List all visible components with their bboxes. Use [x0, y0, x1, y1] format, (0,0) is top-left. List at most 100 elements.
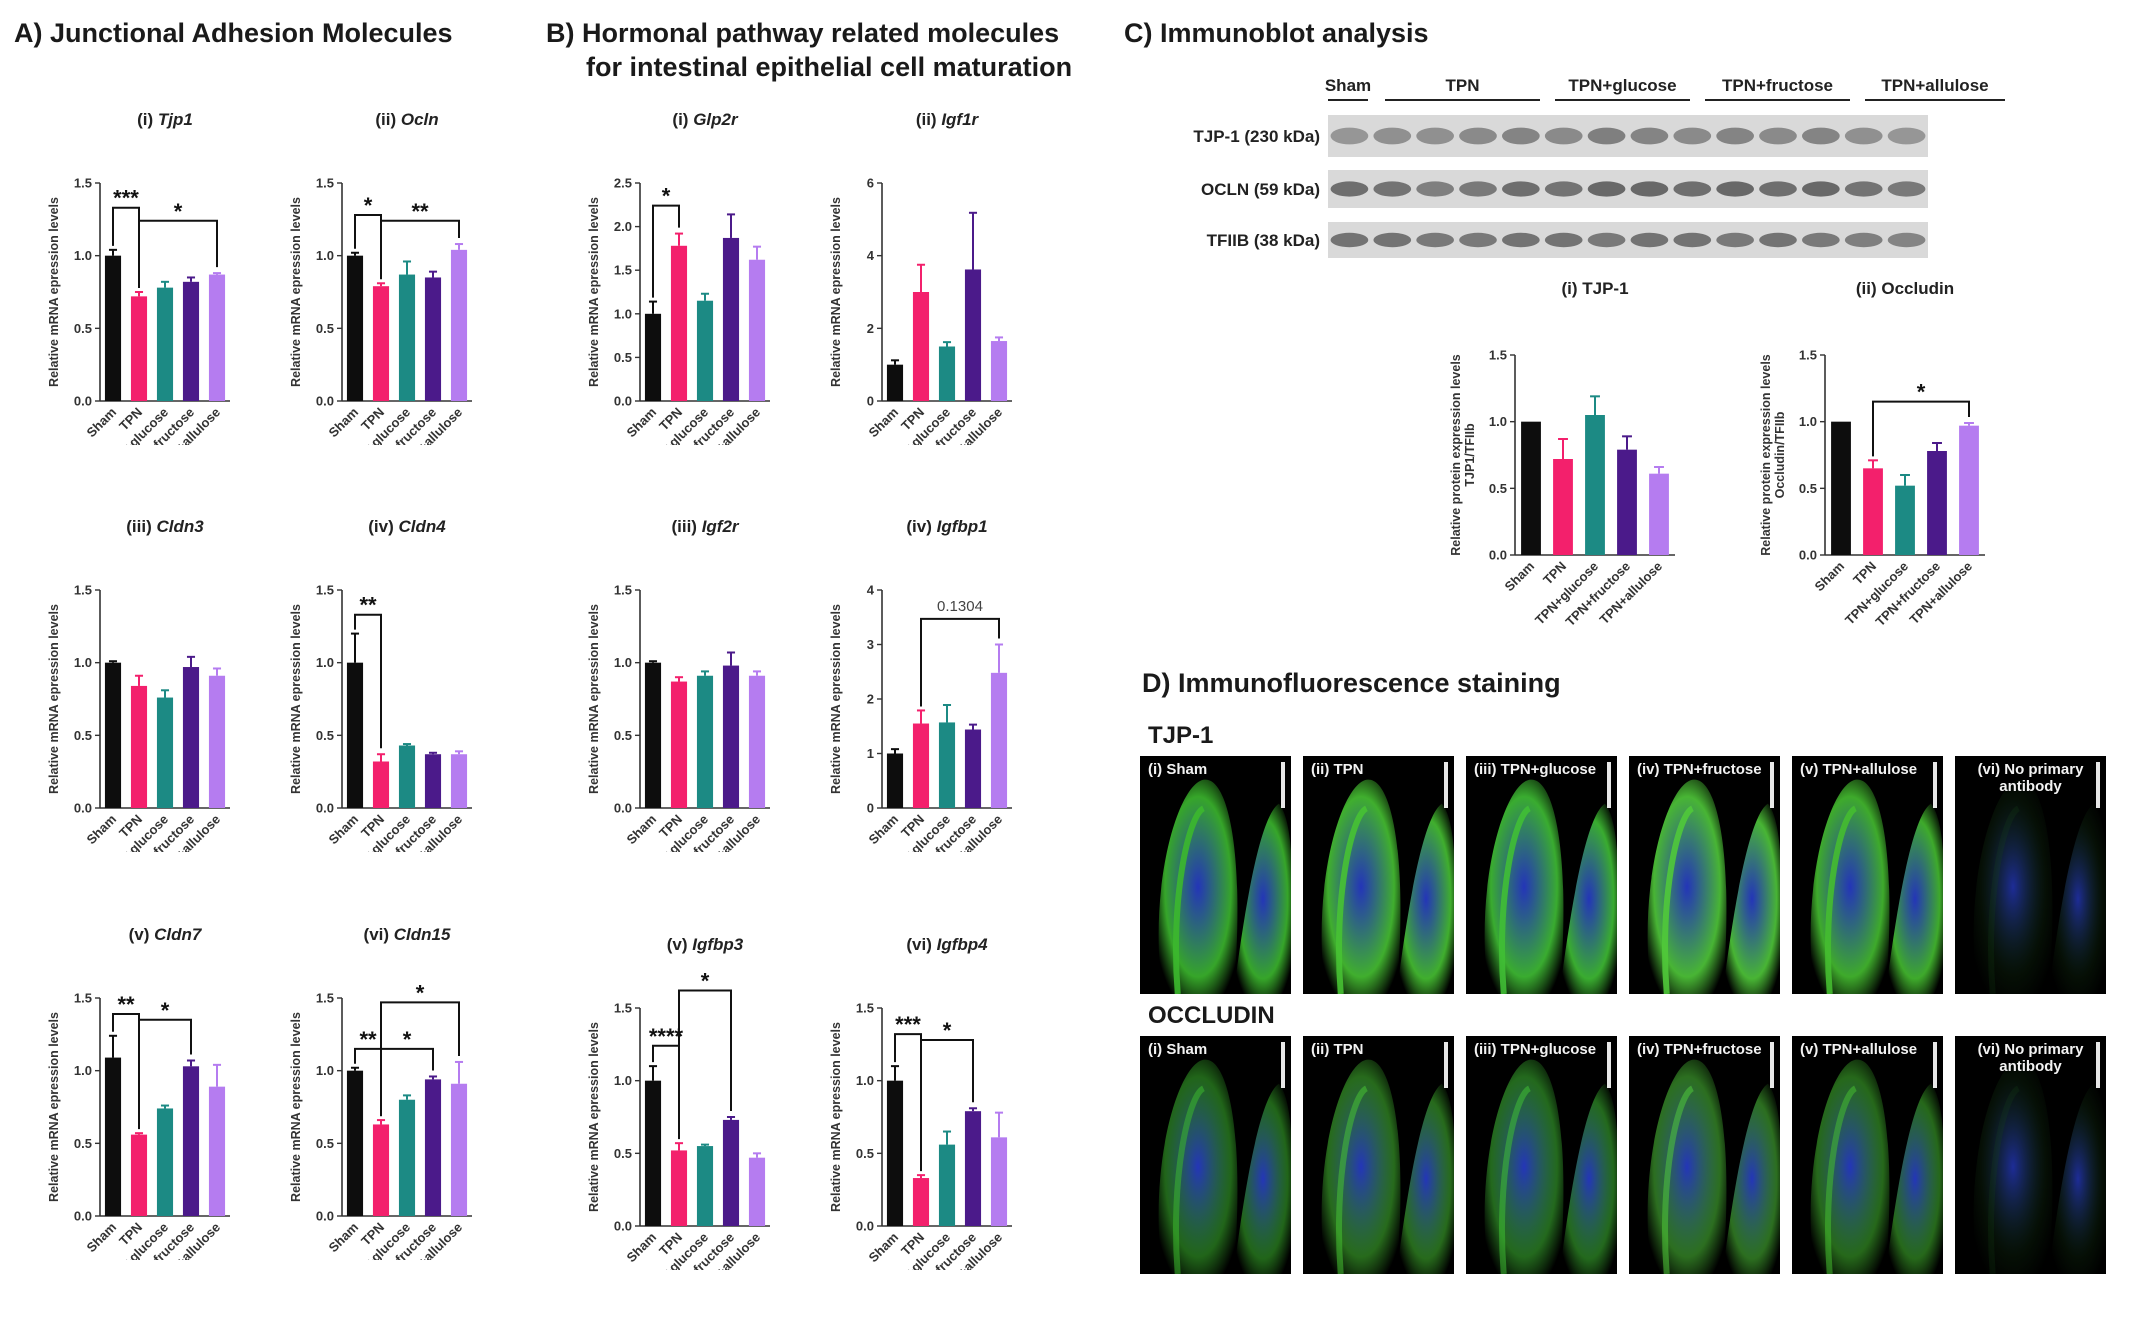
bar-TPN+fructose: [182, 281, 200, 401]
y-tick-label: 0.5: [614, 350, 632, 365]
chart-title-b2: (ii) Igf1r: [916, 110, 980, 129]
blot-band: [1373, 232, 1412, 248]
x-tick-label: Sham: [325, 1220, 361, 1256]
x-tick-label: Sham: [83, 1220, 119, 1256]
bar-Sham: [644, 662, 662, 808]
blot-band: [1459, 232, 1497, 248]
y-tick-label: 1.5: [1799, 348, 1817, 363]
y-tick-label: 1.0: [316, 1063, 334, 1078]
y-tick-label: 1.5: [74, 583, 92, 598]
if-panel-label-line2: antibody: [1999, 778, 2062, 795]
blot-band: [1802, 127, 1840, 145]
significance-label: *: [943, 1018, 952, 1043]
chart-title-a5: (v) Cldn7: [129, 925, 203, 944]
x-tick-label: Sham: [83, 812, 119, 848]
y-tick-label: 0.0: [856, 1219, 874, 1234]
blot-band: [1373, 127, 1412, 145]
y-tick-label: 1: [867, 746, 874, 761]
y-tick-label: 0.5: [74, 1136, 92, 1151]
y-tick-label: 0.0: [316, 394, 334, 409]
blot-band: [1673, 181, 1712, 197]
chart-svg-b5: (v) Igfbp3 Relative mRNA epression levels…: [587, 935, 770, 1300]
y-tick-label: 0.5: [1489, 481, 1507, 496]
if-panel: (iv) TPN+fructose: [1629, 756, 1780, 994]
x-tick-label: Sham: [623, 405, 659, 441]
y-axis-label-a6: Relative mRNA epression levels: [289, 1012, 303, 1202]
chart-svg-b4: (iv) Igfbp1 Relative mRNA epression level…: [829, 517, 1012, 882]
chart-svg-a6: (vi) Cldn15 Relative mRNA epression level…: [289, 925, 472, 1290]
y-tick-label: 1.0: [1489, 414, 1507, 429]
y-tick-label: 1.5: [614, 263, 632, 278]
y-tick-label: 1.0: [74, 655, 92, 670]
chart-a2: (ii) Ocln Relative mRNA epression levels 0…: [282, 105, 512, 475]
significance-bracket: [138, 1018, 192, 1130]
blot-band: [1544, 127, 1583, 145]
blot-svg: Sham TPN TPN+glucose TPN+fructose TPN+allulo…: [1193, 76, 2005, 258]
section-c-title: C) Immunoblot analysis: [1124, 18, 1429, 48]
if-panel: (v) TPN+allulose: [1792, 756, 1943, 994]
bar-TPN+allulose: [450, 249, 468, 401]
bar-TPN+allulose: [208, 675, 226, 808]
blot-band: [1887, 127, 1926, 145]
chart-svg-c1: (i) TJP-1 Relative protein expression lev…: [1449, 279, 1675, 629]
if-panel-label-line1: (vi) No primary: [1977, 1041, 2084, 1058]
blot-band: [1587, 127, 1626, 145]
y-axis-label2-c2: Occludin/TFIIb: [1773, 411, 1787, 498]
chart-svg-a1: (i) Tjp1 Relative mRNA epression levels 0.…: [47, 110, 230, 475]
chart-b2: (ii) Igf1r Relative mRNA epression levels…: [822, 105, 1052, 475]
significance-bracket: [920, 1038, 974, 1172]
significance-bracket: [678, 989, 732, 1140]
bar-TPN: [912, 1178, 930, 1226]
y-tick-label: 0.5: [614, 1146, 632, 1161]
chart-title-b1: (i) Glp2r: [672, 110, 739, 129]
bar-TPN+allulose: [990, 341, 1008, 401]
if-panel-label: (i) Sham: [1148, 1041, 1208, 1058]
y-tick-label: 1.0: [316, 248, 334, 263]
y-axis-label-a3: Relative mRNA epression levels: [47, 604, 61, 794]
significance-label: *: [701, 969, 710, 994]
bar-TPN+allulose: [748, 675, 766, 808]
if-panel-label: (vi) No primary antibody: [1955, 761, 2106, 795]
blot-band: [1330, 232, 1369, 248]
y-tick-label: 1.0: [856, 1073, 874, 1088]
significance-label: 0.1304: [937, 598, 983, 615]
immunofluorescence: TJP-1 (i) Sham: [1140, 716, 2130, 1276]
y-axis-label-c1: Relative protein expression levels: [1449, 354, 1463, 556]
bar-TPN: [912, 292, 930, 401]
bar-TPN+glucose: [696, 675, 714, 808]
section-b-title-line1: B) Hormonal pathway related molecules: [546, 18, 1060, 48]
y-axis-label-b4: Relative mRNA epression levels: [829, 604, 843, 794]
if-panel-label: (v) TPN+allulose: [1800, 761, 1918, 778]
y-tick-label: 0.5: [614, 728, 632, 743]
blot-group-label: TPN+allulose: [1881, 76, 1988, 95]
y-tick-label: 4: [867, 248, 875, 263]
significance-bracket: [652, 204, 680, 298]
y-tick-label: 1.5: [74, 176, 92, 191]
significance-bracket: [354, 613, 382, 749]
bar-TPN+glucose: [938, 722, 956, 808]
blot-band: [1587, 181, 1626, 197]
y-tick-label: 1.0: [614, 306, 632, 321]
y-tick-label: 0: [867, 394, 874, 409]
bar-TPN+fructose: [964, 269, 982, 401]
y-tick-label: 1.0: [74, 248, 92, 263]
chart-title-a4: (iv) Cldn4: [368, 517, 446, 536]
blot-band: [1844, 232, 1883, 248]
y-tick-label: 1.0: [74, 1063, 92, 1078]
x-tick-label: Sham: [865, 812, 901, 848]
blot-row-label: OCLN (59 kDa): [1201, 180, 1320, 199]
bar-TPN: [372, 1124, 390, 1216]
if-panel-label: (iii) TPN+glucose: [1474, 761, 1597, 778]
y-axis-label-a1: Relative mRNA epression levels: [47, 197, 61, 387]
y-tick-label: 0.5: [1799, 481, 1817, 496]
if-panel-label: (ii) TPN: [1311, 1041, 1364, 1058]
bar-TPN: [670, 1150, 688, 1226]
bar-Sham: [104, 255, 122, 401]
blot-group-label: TPN+fructose: [1722, 76, 1833, 95]
chart-b4: (iv) Igfbp1 Relative mRNA epression level…: [822, 512, 1052, 882]
blot-band: [1459, 127, 1497, 145]
bar-TPN+allulose: [1959, 425, 1979, 555]
blot-band: [1759, 232, 1797, 248]
blot-band: [1502, 127, 1540, 145]
y-tick-label: 0.0: [614, 801, 632, 816]
